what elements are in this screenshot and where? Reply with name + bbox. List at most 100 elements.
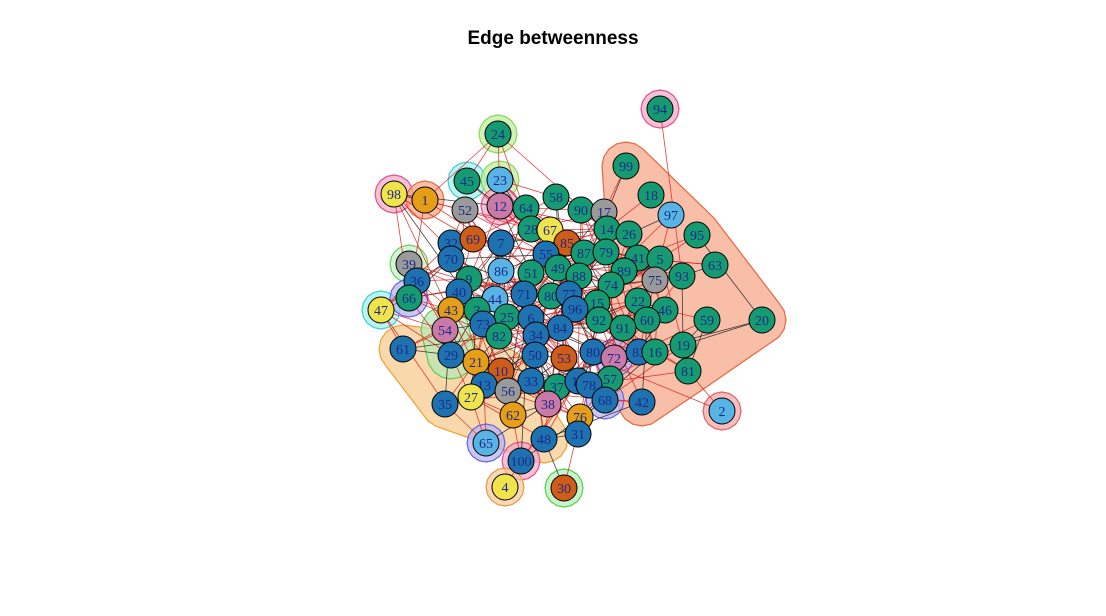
node-label: 7 (498, 237, 505, 252)
node-label: 91 (616, 322, 630, 337)
node-circle (534, 390, 562, 418)
node-38: 38 (534, 390, 562, 418)
node-circle (389, 335, 417, 363)
node-circle (615, 220, 643, 248)
node-circle (437, 341, 465, 369)
node-23: 23 (486, 166, 514, 194)
node-label: 53 (557, 352, 571, 367)
node-label: 38 (541, 398, 555, 413)
node-label: 88 (572, 270, 586, 285)
node-circle (542, 183, 570, 211)
node-45: 45 (453, 167, 481, 195)
node-label: 6 (528, 312, 535, 327)
node-79: 79 (592, 238, 620, 266)
node-label: 25 (500, 311, 514, 326)
node-circle (646, 95, 674, 123)
node-label: 93 (675, 270, 689, 285)
node-47: 47 (367, 296, 395, 324)
node-58: 58 (542, 183, 570, 211)
node-4: 4 (491, 473, 519, 501)
node-19: 19 (669, 331, 697, 359)
edge (696, 234, 763, 321)
node-96: 96 (561, 295, 589, 323)
node-circle (517, 367, 545, 395)
node-label: 79 (599, 246, 613, 261)
edge (520, 380, 579, 462)
node-label: 62 (506, 409, 520, 424)
node-label: 31 (571, 428, 585, 443)
node-circle (693, 306, 721, 334)
node-7: 7 (487, 229, 515, 257)
node-71: 71 (510, 280, 538, 308)
node-circle (701, 251, 729, 279)
node-label: 43 (444, 304, 458, 319)
node-62: 62 (499, 401, 527, 429)
node-label: 1 (422, 194, 429, 209)
node-label: 81 (681, 365, 695, 380)
node-circle (485, 322, 513, 350)
node-label: 40 (452, 286, 466, 301)
node-label: 10 (494, 365, 508, 380)
node-label: 48 (537, 433, 551, 448)
node-54: 54 (431, 316, 459, 344)
node-label: 94 (653, 103, 667, 118)
node-circle (561, 295, 589, 323)
node-14: 14 (593, 215, 621, 243)
node-68: 68 (591, 386, 619, 414)
node-label: 24 (491, 128, 505, 143)
node-label: 92 (592, 314, 606, 329)
node-circle (451, 196, 479, 224)
node-label: 80 (586, 346, 600, 361)
node-label: 86 (494, 265, 508, 280)
node-label: 95 (690, 229, 704, 244)
node-label: 18 (644, 189, 658, 204)
node-label: 61 (396, 343, 410, 358)
node-circle (472, 429, 500, 457)
node-circle (521, 341, 549, 369)
node-circle (591, 386, 619, 414)
node-circle (668, 262, 696, 290)
node-label: 49 (551, 262, 565, 277)
node-31: 31 (564, 420, 592, 448)
node-26: 26 (615, 220, 643, 248)
node-label: 59 (700, 314, 714, 329)
node-label: 33 (524, 375, 538, 390)
node-label: 3 (474, 304, 481, 319)
node-label: 12 (493, 200, 507, 215)
node-label: 29 (444, 349, 458, 364)
node-circle (683, 221, 711, 249)
node-label: 4 (502, 481, 509, 496)
node-label: 90 (574, 204, 588, 219)
node-label: 27 (464, 391, 478, 406)
node-circle (380, 180, 408, 208)
node-24: 24 (484, 120, 512, 148)
node-label: 75 (648, 274, 662, 289)
node-circle (592, 238, 620, 266)
node-circle (641, 338, 669, 366)
node-circle (457, 383, 485, 411)
node-65: 65 (472, 429, 500, 457)
node-circle (459, 225, 487, 253)
node-circle (564, 420, 592, 448)
node-circle (637, 181, 665, 209)
node-99: 99 (612, 152, 640, 180)
node-label: 80 (544, 290, 558, 305)
node-label: 26 (622, 228, 636, 243)
plot-title: Edge betweenness (467, 28, 639, 49)
node-circle (609, 314, 637, 342)
node-label: 78 (582, 379, 596, 394)
node-label: 58 (549, 191, 563, 206)
node-20: 20 (748, 306, 776, 334)
node-label: 9 (466, 273, 473, 288)
node-label: 54 (438, 324, 452, 339)
node-circle (628, 388, 656, 416)
node-label: 60 (640, 314, 654, 329)
node-label: 30 (557, 482, 571, 497)
edge (464, 209, 496, 300)
node-93: 93 (668, 262, 696, 290)
edge (682, 319, 763, 346)
node-34: 34 (522, 321, 550, 349)
node-label: 45 (460, 175, 474, 190)
node-label: 56 (501, 385, 515, 400)
node-label: 84 (553, 322, 567, 337)
